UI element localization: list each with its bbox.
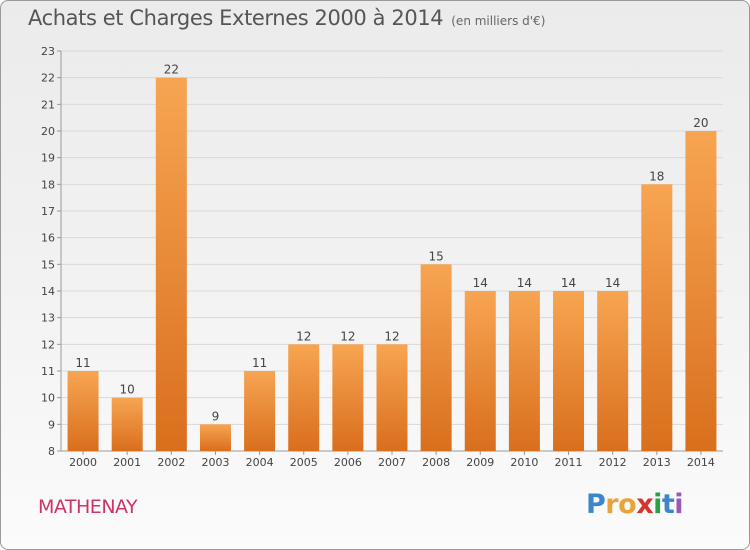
logo-letter: r <box>605 489 619 520</box>
y-tick-label: 18 <box>41 178 55 191</box>
bar <box>553 291 585 451</box>
bar <box>641 184 673 452</box>
y-tick-label: 22 <box>41 72 55 85</box>
y-tick-label: 14 <box>41 285 55 298</box>
bar-value-label: 14 <box>605 276 620 290</box>
bar-value-label: 11 <box>252 356 267 370</box>
bar-value-label: 20 <box>693 116 708 130</box>
bar <box>332 344 364 451</box>
bar-value-label: 12 <box>340 329 355 343</box>
x-tick-label: 2002 <box>157 456 185 469</box>
bar <box>244 371 276 451</box>
x-tick-label: 2012 <box>599 456 627 469</box>
x-tick-label: 2004 <box>246 456 274 469</box>
y-tick-label: 13 <box>41 312 55 325</box>
y-tick-label: 21 <box>41 98 55 111</box>
bar <box>288 344 320 451</box>
logo-letter: P <box>586 489 606 520</box>
bar-value-label: 22 <box>164 63 179 77</box>
bar <box>464 291 496 451</box>
x-tick-label: 2006 <box>334 456 362 469</box>
bar <box>508 291 540 451</box>
bar-value-label: 14 <box>561 276 576 290</box>
logo-letter: t <box>661 489 675 520</box>
commune-name: MATHENAY <box>38 496 138 518</box>
bar-value-label: 9 <box>212 409 220 423</box>
bar <box>685 131 717 451</box>
x-tick-label: 2009 <box>466 456 494 469</box>
x-tick-label: 2008 <box>422 456 450 469</box>
bar-value-label: 15 <box>428 249 443 263</box>
y-tick-label: 11 <box>41 365 55 378</box>
bar-value-label: 11 <box>75 356 90 370</box>
x-tick-label: 2001 <box>113 456 141 469</box>
y-tick-label: 17 <box>41 205 55 218</box>
bar-value-label: 18 <box>649 169 664 183</box>
logo-letter: o <box>618 489 637 520</box>
bar-value-label: 14 <box>517 276 532 290</box>
y-tick-label: 16 <box>41 232 55 245</box>
y-tick-label: 12 <box>41 338 55 351</box>
chart-title-text: Achats et Charges Externes 2000 à 2014 <box>28 6 444 30</box>
x-tick-label: 2011 <box>555 456 583 469</box>
y-tick-label: 23 <box>41 45 55 58</box>
logo-letter: x <box>636 489 654 520</box>
y-tick-label: 10 <box>41 392 55 405</box>
bar <box>420 264 452 451</box>
bar <box>111 397 143 451</box>
proxiti-logo[interactable]: Proxiti <box>586 489 684 520</box>
y-tick-label: 8 <box>48 445 55 458</box>
y-tick-label: 20 <box>41 125 55 138</box>
x-tick-label: 2013 <box>643 456 671 469</box>
y-tick-label: 9 <box>48 418 55 431</box>
bar-value-label: 14 <box>473 276 488 290</box>
y-tick-label: 15 <box>41 258 55 271</box>
x-tick-label: 2007 <box>378 456 406 469</box>
chart-title: Achats et Charges Externes 2000 à 2014 (e… <box>28 6 545 30</box>
x-tick-label: 2000 <box>69 456 97 469</box>
bar <box>376 344 408 451</box>
bar <box>155 77 187 452</box>
y-tick-label: 19 <box>41 152 55 165</box>
x-tick-label: 2014 <box>687 456 715 469</box>
bar-value-label: 12 <box>384 329 399 343</box>
x-tick-label: 2010 <box>510 456 538 469</box>
logo-letter: i <box>674 489 684 520</box>
bar <box>199 424 231 451</box>
logo-letter: i <box>653 489 662 520</box>
bar-value-label: 12 <box>296 329 311 343</box>
bar <box>67 371 99 451</box>
x-tick-label: 2003 <box>201 456 229 469</box>
chart-unit: (en milliers d'€) <box>451 14 546 28</box>
bar <box>597 291 629 451</box>
x-tick-label: 2005 <box>290 456 318 469</box>
bar-value-label: 10 <box>120 383 135 397</box>
